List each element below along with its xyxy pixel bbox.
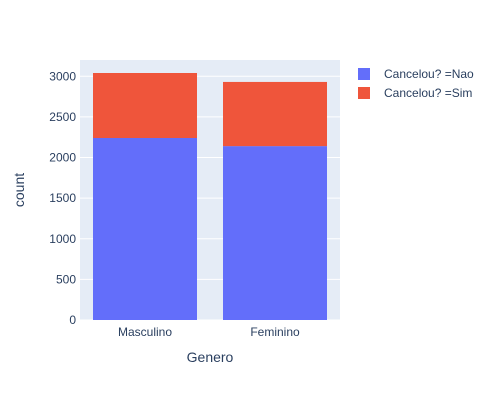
x-tick-label: Masculino (118, 325, 172, 339)
y-axis-title: count (11, 173, 27, 207)
x-axis-title: Genero (187, 349, 234, 365)
legend: Cancelou? =Nao Cancelou? =Sim (358, 67, 474, 100)
y-tick-labels: 0 500 1000 1500 2000 2500 3000 (49, 69, 76, 327)
bar-feminino-series-0 (223, 146, 327, 320)
bar-feminino-series-1 (223, 81, 327, 147)
bar-masculino-series-0 (93, 138, 197, 320)
y-tick-label: 500 (56, 272, 76, 286)
y-tick-label: 1000 (49, 232, 76, 246)
y-tick-label: 2500 (49, 110, 76, 124)
legend-swatch (358, 87, 370, 99)
legend-swatch (358, 68, 370, 80)
x-tick-labels: Masculino Feminino (118, 325, 300, 339)
legend-label: Cancelou? =Sim (384, 86, 472, 100)
y-tick-label: 3000 (49, 69, 76, 83)
y-tick-label: 2000 (49, 151, 76, 165)
x-tick-label: Feminino (250, 325, 300, 339)
bar-masculino-series-1 (93, 73, 197, 138)
legend-label: Cancelou? =Nao (384, 67, 474, 81)
bars (93, 73, 327, 320)
y-tick-label: 1500 (49, 191, 76, 205)
y-tick-label: 0 (69, 313, 76, 327)
